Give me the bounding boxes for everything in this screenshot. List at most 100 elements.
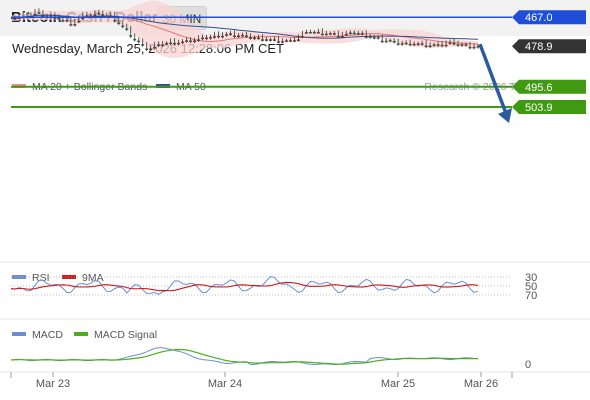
candle-body <box>396 43 400 45</box>
candle-body <box>33 13 37 16</box>
candle-body <box>137 40 141 43</box>
candle-body <box>213 36 217 38</box>
forecast-arrow <box>478 43 509 117</box>
candle-body <box>356 33 360 35</box>
candle-body <box>165 42 169 45</box>
candle-body <box>372 37 376 39</box>
candle-body <box>344 33 348 36</box>
candle-body <box>384 40 388 43</box>
candle-body <box>276 41 280 43</box>
candle-body <box>360 33 364 35</box>
legend-swatch <box>12 332 26 336</box>
candle-body <box>153 47 157 49</box>
candle-body <box>133 38 137 41</box>
candle-body <box>265 39 268 41</box>
forecast-arrow-head <box>498 108 512 123</box>
candle-body <box>436 44 440 46</box>
level-tag-467.0 <box>512 10 586 25</box>
candle-body <box>348 32 352 35</box>
candle-body <box>221 35 224 38</box>
candle-body <box>320 33 324 36</box>
candle-body <box>424 45 428 48</box>
candle-body <box>284 40 288 42</box>
candle-body <box>89 15 93 17</box>
candle-body <box>308 31 312 34</box>
candle-body <box>400 43 404 45</box>
legend-swatch <box>12 275 26 279</box>
legend-label: MACD <box>32 329 63 341</box>
candle-body <box>249 37 252 39</box>
candle-body <box>364 36 368 38</box>
candle-body <box>201 37 205 40</box>
candle-body <box>149 48 153 50</box>
candle-body <box>173 42 177 45</box>
candle-body <box>300 36 304 38</box>
candle-body <box>448 42 452 44</box>
level-label-467.0: 467.0 <box>525 12 553 24</box>
level-label-478.9: 478.9 <box>525 41 553 53</box>
candle-body <box>444 44 448 47</box>
legend-swatch <box>74 332 88 336</box>
candle-body <box>269 39 272 41</box>
candle-body <box>340 35 344 38</box>
candle-body <box>101 14 105 16</box>
rsi-level-label: 50 <box>525 281 537 293</box>
candle-body <box>412 43 416 46</box>
candle-body <box>440 44 444 47</box>
candle-body <box>388 40 392 42</box>
level-tag-495.6 <box>512 79 586 94</box>
candle-body <box>428 45 432 48</box>
rsi-ma-line <box>10 281 479 292</box>
level-label-495.6: 495.6 <box>525 82 553 94</box>
candle-body <box>468 46 472 49</box>
x-tick-label: Mar 25 <box>381 378 415 390</box>
candle-body <box>408 43 412 46</box>
candle-body <box>245 35 248 38</box>
x-tick-label: Mar 26 <box>464 378 498 390</box>
level-label-503.9: 503.9 <box>525 102 553 114</box>
candle-body <box>121 25 125 28</box>
candle-body <box>241 34 244 37</box>
candle-body <box>292 40 296 42</box>
candle-body <box>209 37 213 39</box>
x-tick-label: Mar 23 <box>36 378 70 390</box>
candle-body <box>432 44 436 46</box>
candle-body <box>233 35 236 38</box>
candle-body <box>145 48 149 50</box>
rsi-line <box>10 276 479 295</box>
legend-label: MACD Signal <box>94 329 157 341</box>
candle-body <box>404 42 408 45</box>
candle-body <box>93 14 97 16</box>
candle-body <box>197 39 201 41</box>
candle-body <box>336 35 340 38</box>
candle-body <box>304 32 308 34</box>
candle-body <box>141 44 145 46</box>
candle-body <box>125 28 129 30</box>
candle-body <box>113 20 117 22</box>
candle-body <box>13 18 17 20</box>
candle-body <box>217 35 220 38</box>
candle-body <box>117 22 121 25</box>
macd-zero-label: 0 <box>525 359 531 371</box>
candle-body <box>312 31 316 34</box>
candle-body <box>464 44 468 46</box>
candle-body <box>77 20 81 23</box>
candle-body <box>296 39 300 42</box>
candle-body <box>460 44 464 46</box>
candle-body <box>181 41 185 44</box>
candle-body <box>161 44 165 46</box>
candle-body <box>169 42 173 45</box>
candle-body <box>225 34 228 36</box>
candle-body <box>272 39 276 41</box>
candle-body <box>237 35 240 38</box>
bollinger-band <box>11 0 478 58</box>
candle-body <box>261 39 264 41</box>
candle-body <box>472 46 476 49</box>
candle-body <box>57 18 61 20</box>
candle-body <box>456 44 460 46</box>
candle-body <box>380 40 384 43</box>
candle-body <box>61 20 65 22</box>
candle-body <box>229 33 232 35</box>
candle-body <box>476 45 480 48</box>
